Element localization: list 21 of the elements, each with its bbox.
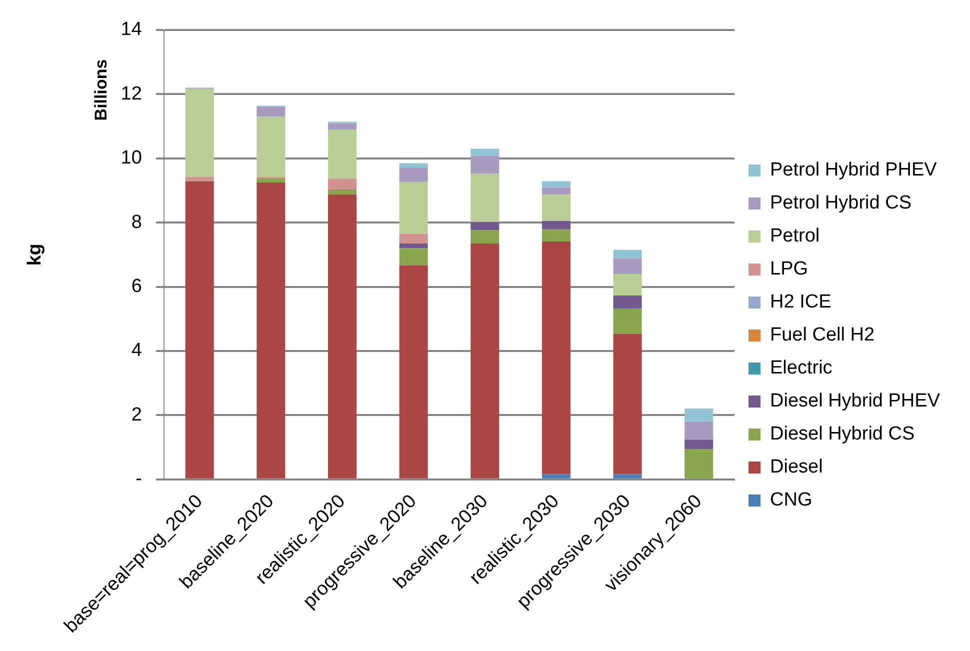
- y-tick-label: 10: [120, 148, 142, 169]
- y-tick-label: 12: [120, 83, 142, 104]
- legend-label: Petrol Hybrid CS: [770, 192, 912, 214]
- legend-label: Diesel Hybrid PHEV: [770, 390, 940, 412]
- legend-label: LPG: [770, 258, 808, 280]
- legend-label: Fuel Cell H2: [770, 324, 875, 346]
- y-tick-label: 8: [131, 212, 142, 233]
- y-tick-label: 14: [120, 19, 142, 40]
- text: Billions: [92, 59, 111, 121]
- legend-label: Diesel: [770, 456, 823, 478]
- legend-label: Petrol: [770, 226, 820, 247]
- legend-label: CNG: [770, 490, 812, 511]
- legend-label: Petrol Hybrid PHEV: [770, 160, 938, 181]
- y-tick-label: 2: [131, 404, 142, 426]
- y-tick-label: -: [136, 468, 142, 490]
- y-axis-title: kg: [24, 244, 46, 266]
- y-tick-label: 4: [131, 340, 142, 362]
- legend-label: Electric: [770, 358, 832, 379]
- legend-label: Diesel Hybrid CS: [770, 424, 915, 445]
- y-tick-label: 6: [131, 276, 142, 298]
- legend-label: H2 ICE: [770, 292, 832, 313]
